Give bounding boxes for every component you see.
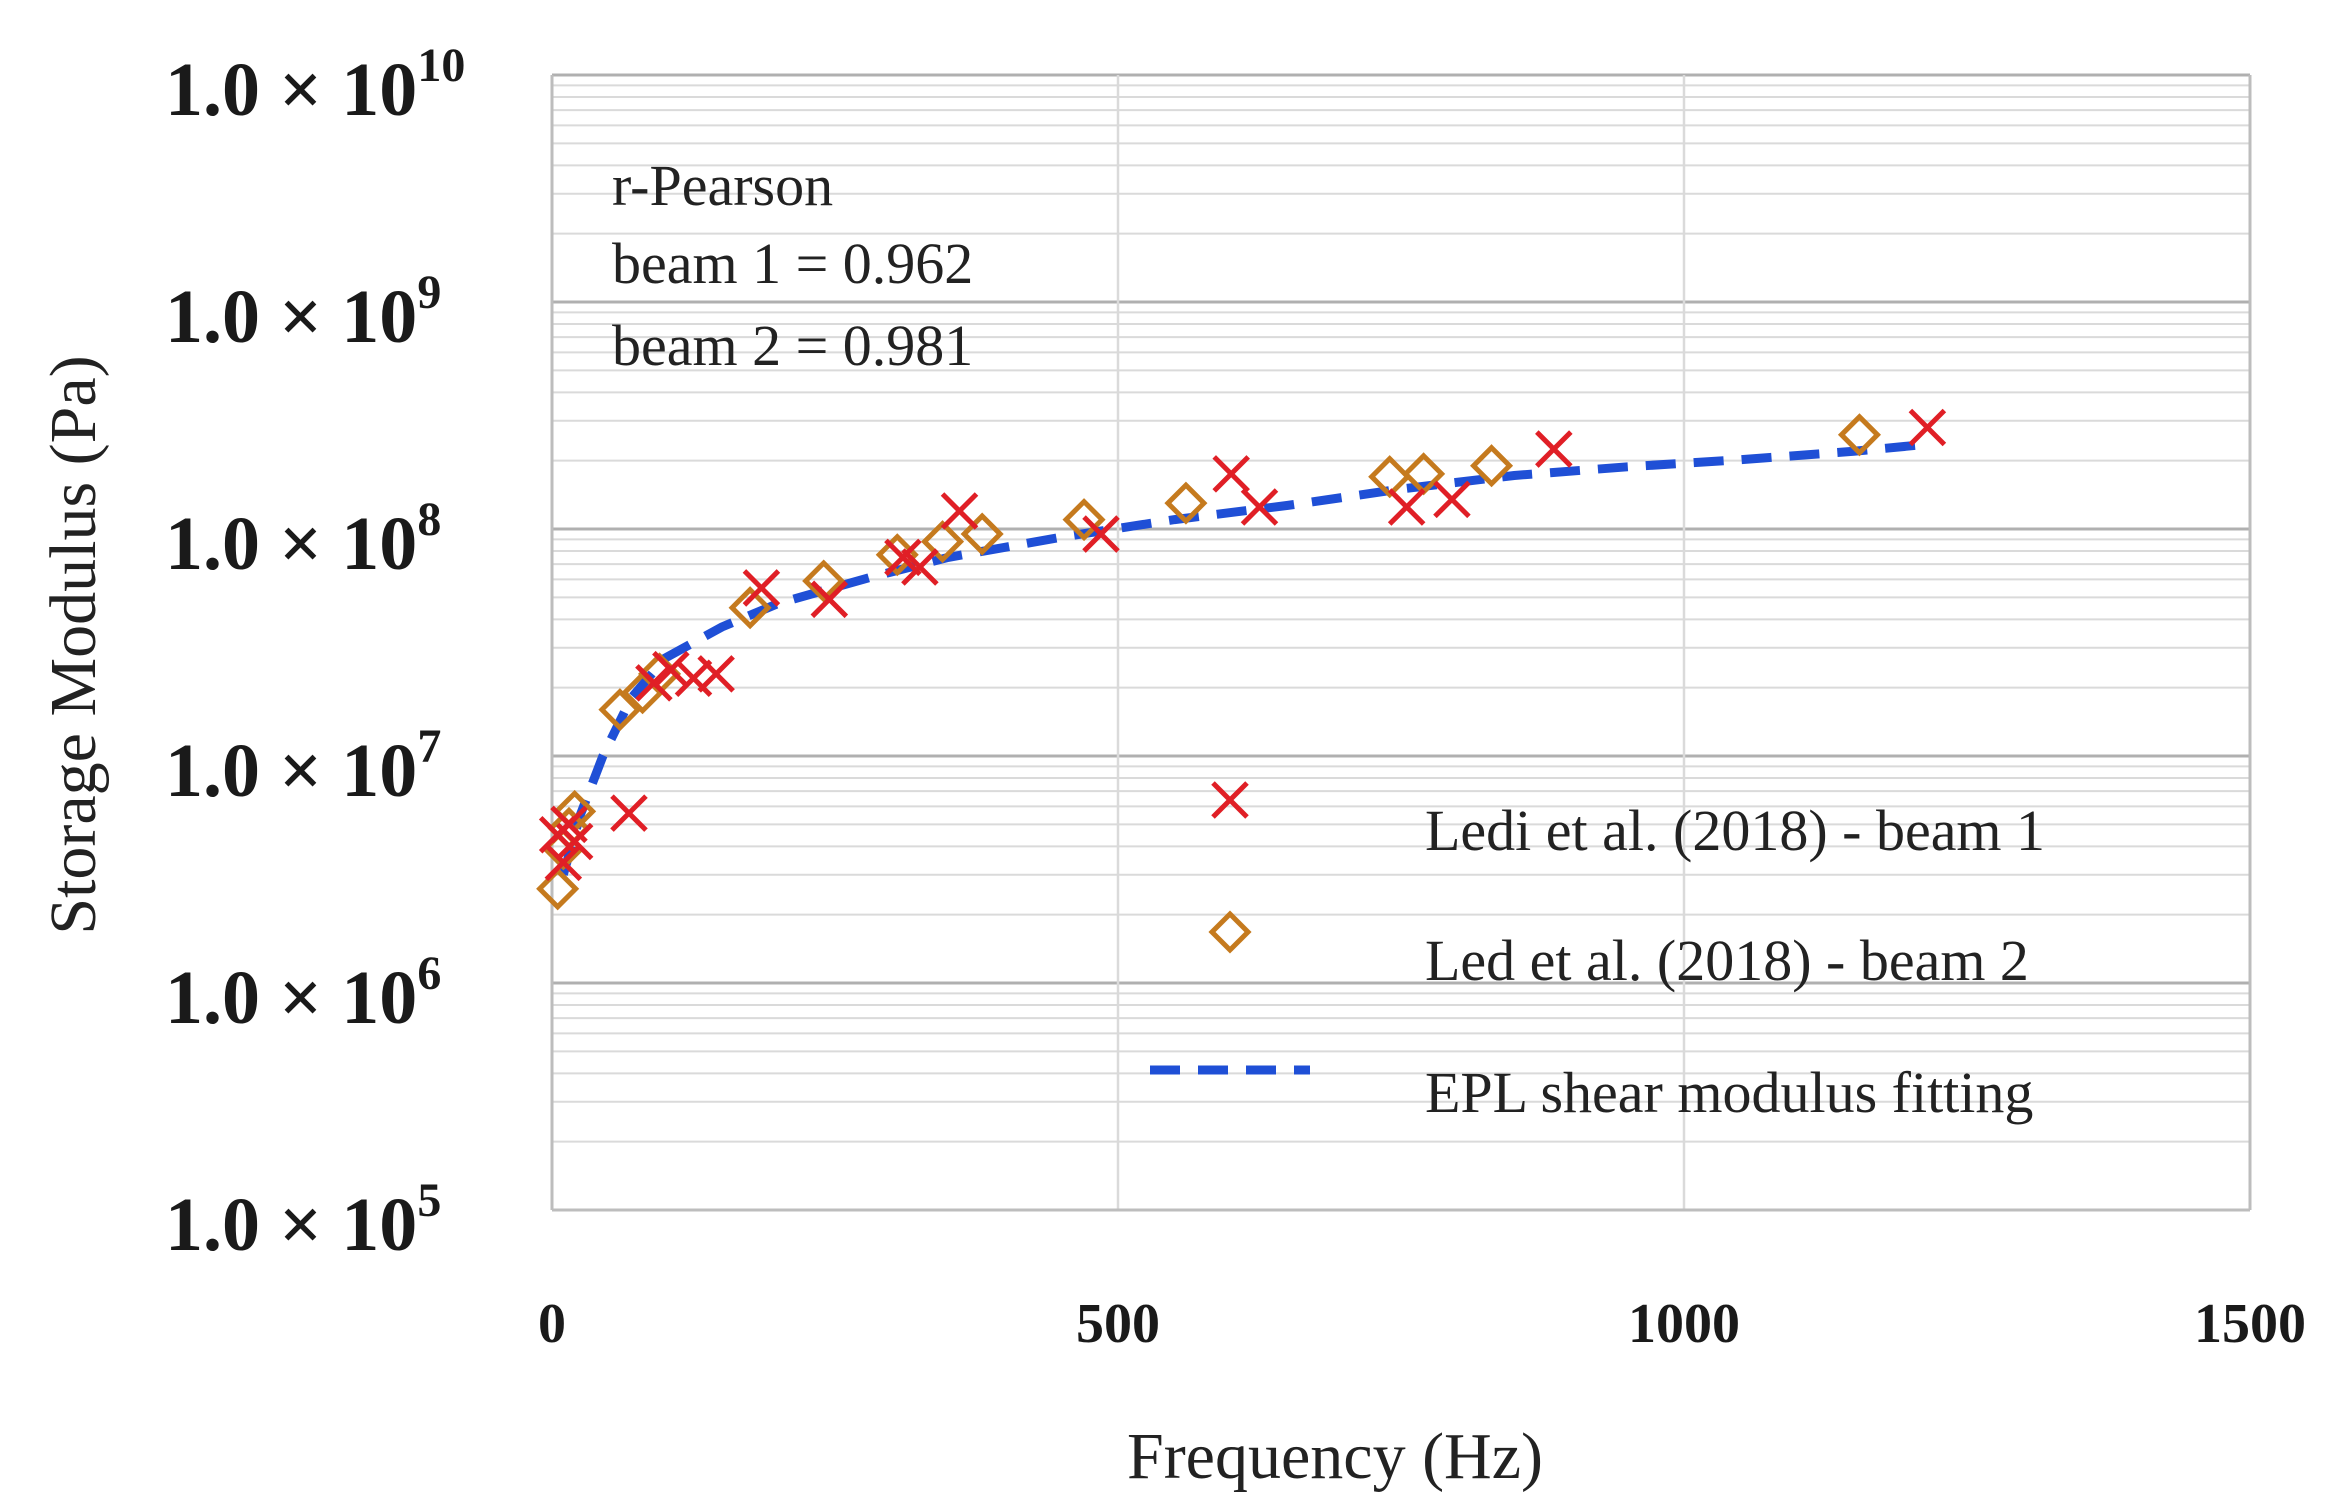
beam-1-point — [1433, 480, 1471, 519]
beam-2-point — [1837, 413, 1881, 457]
beam-2-point — [921, 520, 965, 564]
minor-gridlines — [552, 84, 2250, 1143]
beam-1-point — [1212, 455, 1250, 493]
beam-1-point — [1082, 515, 1120, 553]
beam-1-point — [940, 492, 979, 530]
x-tick-label: 1000 — [1628, 1293, 1740, 1355]
y-axis-title: Storage Modulus (Pa) — [37, 355, 110, 934]
y-tick-label: 1.0 × 105 — [165, 1174, 441, 1267]
legend-cross — [1211, 781, 1249, 819]
series-epl-fit — [558, 440, 1923, 876]
x-axis-title: Frequency (Hz) — [1127, 1420, 1543, 1493]
y-tick-label: 1.0 × 106 — [165, 947, 441, 1040]
beam-2-point — [1164, 481, 1208, 525]
beam-1-point — [697, 655, 735, 693]
beam-2-point — [1062, 498, 1106, 542]
beam-1-point — [884, 538, 922, 577]
y-tick-label: 1.0 × 1010 — [165, 39, 465, 132]
y-tick-label: 1.0 × 109 — [165, 266, 441, 359]
beam-1-point — [544, 843, 583, 882]
x-axis-tick-labels: 0 500 1000 1500 — [538, 1293, 2306, 1355]
x-tick-label: 500 — [1076, 1293, 1160, 1355]
beam-2-point — [1368, 455, 1412, 499]
legend-marker-beam-1 — [1211, 781, 1249, 819]
legend-diamond — [1208, 910, 1252, 954]
legend-label-beam-2: Led et al. (2018) - beam 2 — [1425, 928, 2029, 993]
beam-2-point — [960, 512, 1004, 556]
series-beam-1 — [538, 408, 1947, 882]
fit-line — [558, 440, 1923, 876]
legend-label-beam-1: Ledi et al. (2018) - beam 1 — [1425, 798, 2045, 863]
legend: Ledi et al. (2018) - beam 1 Led et al. (… — [1150, 781, 2045, 1125]
beam-1-point — [610, 794, 648, 832]
beam-1-point — [555, 822, 594, 861]
x-tick-label: 1500 — [2194, 1293, 2306, 1355]
annotation-beam-1: beam 1 = 0.962 — [612, 231, 973, 296]
beam-1-point — [674, 659, 713, 698]
beam-1-point — [742, 569, 781, 607]
y-tick-label: 1.0 × 108 — [165, 493, 441, 586]
annotation-title: r-Pearson — [612, 153, 833, 218]
beam-1-point — [901, 548, 939, 586]
annotation-beam-2: beam 2 = 0.981 — [612, 313, 973, 378]
beam-1-point — [652, 650, 690, 689]
plot-axes — [550, 75, 2252, 1212]
beam-1-point — [810, 580, 849, 619]
legend-marker-beam-2 — [1208, 910, 1252, 954]
beam-2-point — [598, 688, 642, 732]
r-pearson-annotation: r-Pearson beam 1 = 0.962 beam 2 = 0.981 — [612, 153, 973, 378]
beam-2-point — [536, 867, 580, 911]
y-tick-label: 1.0 × 107 — [165, 720, 441, 813]
x-tick-label: 0 — [538, 1293, 566, 1355]
beam-1-point — [1908, 408, 1947, 447]
major-gridlines — [552, 73, 2250, 1210]
beam-1-point — [1535, 430, 1573, 468]
y-axis-tick-labels: 1.0 × 1010 1.0 × 109 1.0 × 108 1.0 × 107 1.0… — [165, 39, 465, 1267]
beam-1-point — [1240, 488, 1279, 526]
beam-1-point — [1387, 488, 1426, 526]
beam-2-point — [728, 586, 772, 630]
beam-2-point — [802, 559, 846, 603]
beam-2-point — [1470, 444, 1514, 488]
beam-1-point — [635, 664, 673, 702]
legend-label-fit: EPL shear modulus fitting — [1425, 1060, 2033, 1125]
